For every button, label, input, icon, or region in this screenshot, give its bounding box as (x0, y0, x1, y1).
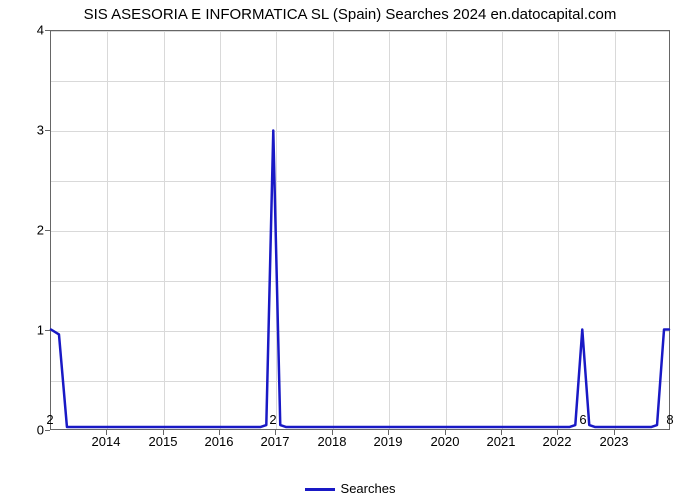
x-tick (219, 430, 220, 435)
x-alt-label: 2 (269, 412, 276, 427)
x-tick-label: 2019 (374, 434, 403, 449)
y-tick-label: 4 (4, 23, 44, 38)
x-tick-label: 2015 (149, 434, 178, 449)
chart-title: SIS ASESORIA E INFORMATICA SL (Spain) Se… (0, 6, 700, 23)
x-tick-label: 2017 (261, 434, 290, 449)
y-tick-label: 0 (4, 423, 44, 438)
x-tick (388, 430, 389, 435)
x-tick-label: 2016 (205, 434, 234, 449)
y-tick-label: 1 (4, 323, 44, 338)
plot-area (50, 30, 670, 430)
x-tick-label: 2014 (92, 434, 121, 449)
x-tick-label: 2023 (600, 434, 629, 449)
chart-container: { "chart": { "type": "line", "title": "S… (0, 0, 700, 500)
x-tick (332, 430, 333, 435)
legend-label: Searches (341, 481, 396, 496)
x-tick (445, 430, 446, 435)
x-tick (163, 430, 164, 435)
legend-swatch (305, 488, 335, 491)
x-tick-label: 2018 (318, 434, 347, 449)
y-tick-label: 2 (4, 223, 44, 238)
x-tick (557, 430, 558, 435)
x-tick-label: 2021 (487, 434, 516, 449)
x-tick (614, 430, 615, 435)
x-alt-label: 6 (579, 412, 586, 427)
x-tick (275, 430, 276, 435)
x-alt-label: 8 (666, 412, 673, 427)
x-tick-label: 2022 (543, 434, 572, 449)
y-tick-label: 3 (4, 123, 44, 138)
x-alt-label: 2 (46, 412, 53, 427)
x-tick-label: 2020 (431, 434, 460, 449)
y-tick (45, 430, 50, 431)
x-tick (106, 430, 107, 435)
legend: Searches (0, 481, 700, 496)
series-line (51, 31, 669, 429)
x-tick (501, 430, 502, 435)
